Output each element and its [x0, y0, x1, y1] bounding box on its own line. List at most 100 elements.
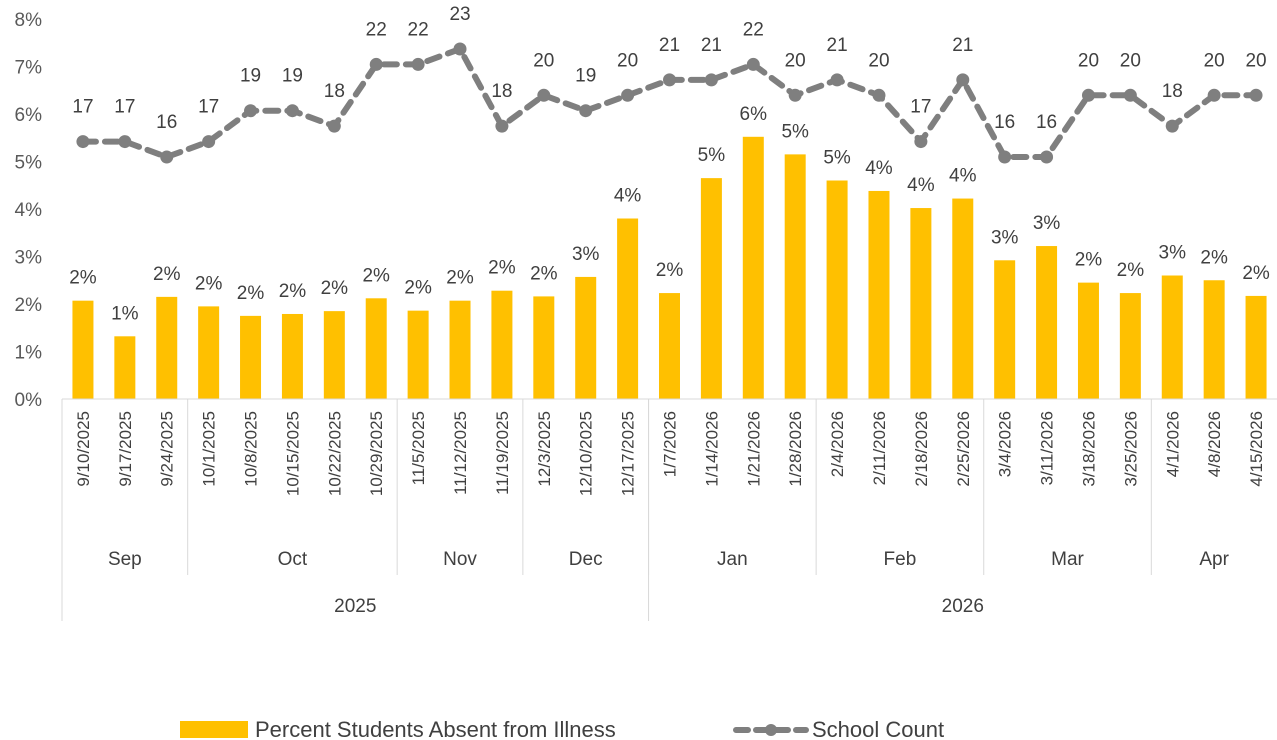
month-group-label: Nov: [443, 549, 477, 570]
bar-data-label: 2%: [1117, 260, 1145, 281]
bar-data-label: 2%: [321, 278, 349, 299]
line-data-label: 20: [617, 50, 638, 71]
bar-data-label: 4%: [614, 186, 642, 207]
line-point: [244, 104, 258, 118]
bar-data-labels: 2% 1% 2% 2% 2% 2% 2% 2% 2% 2% 2% 2% 3% 4% 2% 5% 6% 5% 5% 4%…: [69, 104, 1270, 324]
line-point: [453, 42, 467, 56]
line-data-label: 19: [282, 66, 303, 87]
line-data-label: 21: [827, 35, 848, 56]
line-series: [76, 42, 1263, 164]
bar: [449, 300, 471, 399]
line-data-label: 21: [952, 35, 973, 56]
bar: [1119, 293, 1141, 399]
bar: [1203, 280, 1225, 399]
y-tick-label: 1%: [15, 343, 43, 364]
bar: [1161, 275, 1183, 399]
line-point: [1123, 88, 1137, 102]
line-point: [579, 104, 593, 118]
line-data-label: 23: [449, 4, 470, 25]
line-data-label: 20: [868, 50, 889, 71]
bar-data-label: 2%: [530, 263, 558, 284]
bar: [1245, 295, 1267, 399]
line-point: [285, 104, 299, 118]
x-category-label: 10/1/2025: [200, 411, 219, 487]
line-point: [788, 88, 802, 102]
x-category-label: 4/8/2026: [1205, 411, 1224, 477]
bar: [994, 260, 1016, 399]
x-category-label: 10/22/2025: [325, 411, 344, 496]
bar-data-label: 2%: [153, 264, 181, 285]
y-tick-label: 5%: [15, 153, 43, 174]
line-data-labels: 17 17 16 17 19 19 18 22 22 23 18 20 19 20 21 21 22 20 21 20…: [72, 4, 1266, 133]
line-point: [704, 73, 718, 87]
bar: [784, 154, 806, 399]
line-point: [118, 135, 132, 149]
y-tick-label: 7%: [15, 58, 43, 79]
x-category-label: 2/18/2026: [912, 411, 931, 487]
bar-data-label: 2%: [69, 268, 97, 289]
x-category-label: 9/10/2025: [74, 411, 93, 487]
x-category-label: 10/15/2025: [283, 411, 302, 496]
line-point: [327, 119, 341, 133]
line-point: [998, 150, 1012, 164]
line-data-label: 20: [1204, 50, 1225, 71]
bar: [240, 315, 262, 399]
bar: [700, 178, 722, 399]
line-point: [411, 57, 425, 71]
month-group-label: Oct: [278, 549, 308, 570]
bar: [1036, 246, 1058, 399]
x-category-label: 12/10/2025: [577, 411, 596, 496]
line-data-label: 17: [198, 97, 219, 118]
bar-data-label: 2%: [404, 278, 432, 299]
x-category-label: 1/28/2026: [786, 411, 805, 487]
x-category-label: 10/29/2025: [367, 411, 386, 496]
x-category-label: 3/18/2026: [1079, 411, 1098, 487]
x-category-label: 10/8/2025: [242, 411, 261, 487]
line-data-label: 21: [701, 35, 722, 56]
x-category-label: 1/21/2026: [744, 411, 763, 487]
x-category-label: 11/5/2025: [409, 411, 428, 485]
line-data-label: 18: [491, 81, 512, 102]
bar: [491, 290, 513, 399]
line-point: [537, 88, 551, 102]
x-category-label: 3/25/2026: [1121, 411, 1140, 487]
bar-data-label: 2%: [656, 260, 684, 281]
line-data-label: 16: [156, 112, 177, 133]
line-data-label: 19: [240, 66, 261, 87]
bar: [868, 190, 890, 399]
line-data-label: 20: [785, 50, 806, 71]
bar: [114, 336, 136, 399]
line-data-label: 22: [408, 19, 429, 40]
bar: [198, 306, 220, 399]
x-axis: 9/10/2025 9/17/2025 9/24/2025 10/1/2025 10/8…: [61, 398, 1277, 621]
line-point: [872, 88, 886, 102]
line-data-label: 17: [910, 97, 931, 118]
line-point: [1249, 88, 1263, 102]
bar: [72, 300, 94, 399]
bar-data-label: 5%: [781, 121, 809, 142]
bar: [533, 296, 555, 399]
bar-data-label: 2%: [362, 265, 390, 286]
line-point: [1165, 119, 1179, 133]
line-data-label: 20: [1078, 50, 1099, 71]
y-tick-label: 0%: [15, 390, 43, 411]
x-category-label: 1/14/2026: [702, 411, 721, 487]
bar: [826, 180, 848, 399]
bar: [575, 276, 597, 399]
line-point: [1040, 150, 1054, 164]
x-category-label: 2/11/2026: [870, 411, 889, 485]
year-group-label: 2025: [334, 596, 376, 617]
x-category-label: 11/19/2025: [493, 411, 512, 495]
month-group-label: Jan: [717, 549, 748, 570]
line-data-label: 20: [1245, 50, 1266, 71]
bar-data-label: 2%: [237, 283, 265, 304]
line-data-label: 20: [533, 50, 554, 71]
bar-data-label: 2%: [279, 281, 307, 302]
bar: [952, 198, 974, 399]
legend-line-label: School Count: [812, 717, 944, 740]
bar: [365, 298, 387, 399]
bar-series: [72, 136, 1267, 400]
bar-data-label: 3%: [1159, 243, 1187, 264]
month-group-label: Mar: [1051, 549, 1084, 570]
